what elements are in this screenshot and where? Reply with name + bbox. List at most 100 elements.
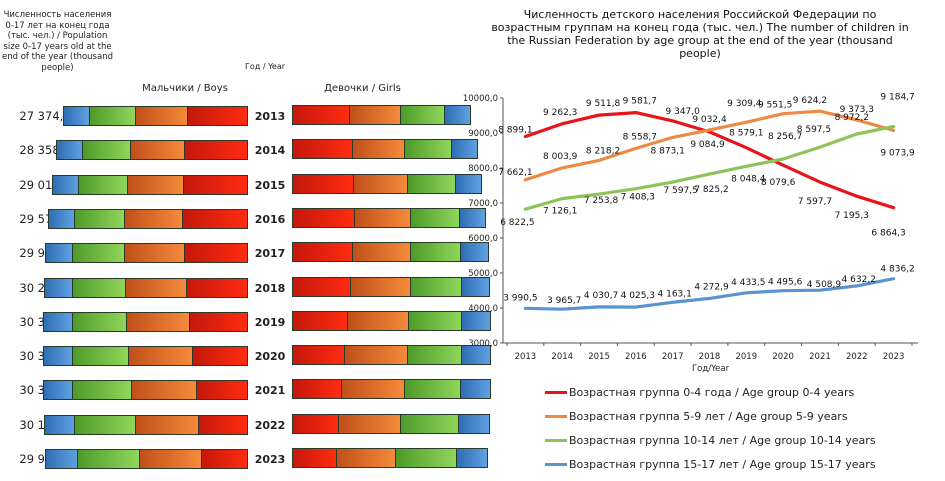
- boys-bar: [45, 449, 248, 469]
- data-label: 7 825,2: [694, 185, 728, 195]
- boys-seg-10-14: [73, 243, 125, 264]
- boys-seg-5-9: [131, 380, 197, 401]
- data-label: 6 864,3: [871, 229, 905, 239]
- row-year: 2021: [254, 384, 286, 398]
- data-label: 9 262,3: [543, 108, 577, 118]
- data-label: 7 597,7: [798, 197, 832, 207]
- girls-seg-0-4: [292, 379, 342, 400]
- data-label: 7 408,3: [621, 193, 655, 203]
- girls-seg-0-4: [292, 413, 340, 434]
- girls-seg-10-14: [407, 345, 462, 366]
- data-label: 3 965,7: [547, 296, 581, 306]
- x-axis-label: Год/Year: [692, 364, 730, 374]
- boys-seg-10-14: [75, 208, 126, 229]
- chart-title: Численность детского населения Российско…: [491, 8, 909, 60]
- boys-seg-5-9: [128, 346, 194, 367]
- girls-seg-0-4: [292, 139, 353, 160]
- legend-label: Возрастная группа 10-14 лет / Age group …: [569, 433, 876, 447]
- data-label: 9 373,3: [840, 105, 874, 115]
- boys-seg-15-17: [43, 277, 73, 298]
- x-tick-label: 2018: [699, 352, 721, 362]
- data-label: 8 597,5: [797, 125, 831, 135]
- boys-seg-5-9: [125, 208, 184, 229]
- boys-seg-10-14: [78, 449, 141, 469]
- y-tick-label: 6000,0: [468, 234, 498, 244]
- legend-swatch: [545, 390, 567, 394]
- boys-seg-5-9: [125, 277, 187, 298]
- girls-seg-15-17: [461, 345, 492, 366]
- boys-seg-15-17: [44, 414, 76, 435]
- girls-seg-5-9: [348, 310, 410, 331]
- data-label: 4 495,6: [768, 278, 803, 288]
- legend-swatch: [545, 438, 567, 442]
- row-year: 2016: [254, 212, 286, 226]
- girls-seg-0-4: [292, 207, 355, 228]
- girls-seg-10-14: [405, 139, 452, 160]
- boys-seg-5-9: [127, 311, 190, 332]
- boys-seg-5-9: [140, 449, 202, 469]
- girls-seg-10-14: [411, 242, 462, 263]
- girls-bar: [292, 448, 489, 468]
- boys-seg-10-14: [72, 277, 126, 298]
- boys-seg-0-4: [189, 311, 248, 332]
- data-label: 4 632,2: [842, 275, 876, 285]
- boys-seg-0-4: [201, 449, 248, 469]
- legend-item: Возрастная группа 5-9 лет / Age group 5-…: [545, 404, 876, 428]
- data-label: 7 662,1: [498, 168, 532, 178]
- boys-bar: [44, 414, 248, 435]
- girls-seg-0-4: [292, 105, 351, 125]
- data-label: 9 347,0: [666, 107, 701, 117]
- legend-swatch: [545, 462, 567, 466]
- data-label: 4 508,9: [807, 280, 842, 290]
- x-tick-label: 2013: [515, 352, 537, 362]
- boys-seg-15-17: [62, 106, 90, 126]
- girls-seg-5-9: [351, 276, 411, 297]
- data-label: 4 030,7: [584, 291, 618, 301]
- boys-seg-10-14: [72, 346, 129, 367]
- row-year: 2017: [254, 247, 286, 261]
- legend-label: Возрастная группа 5-9 лет / Age group 5-…: [569, 409, 848, 423]
- data-label: 9 084,9: [690, 140, 725, 150]
- girls-bar: [292, 310, 492, 331]
- data-label: 4 025,3: [621, 291, 655, 301]
- girls-bar: [292, 207, 486, 228]
- data-label: 9 032,4: [692, 115, 727, 125]
- boys-seg-10-14: [72, 311, 128, 332]
- girls-seg-10-14: [410, 276, 463, 297]
- boys-header: Мальчики / Boys: [142, 83, 228, 94]
- row-year: 2018: [254, 281, 286, 295]
- girls-seg-15-17: [451, 139, 478, 160]
- data-label: 9 309,4: [727, 99, 762, 109]
- x-tick-label: 2019: [735, 352, 757, 362]
- y-tick-label: 10000,0: [463, 94, 498, 104]
- boys-seg-15-17: [42, 346, 73, 367]
- boys-seg-15-17: [45, 449, 79, 469]
- boys-bar: [48, 208, 248, 229]
- x-tick-label: 2022: [846, 352, 868, 362]
- boys-seg-0-4: [186, 277, 248, 298]
- left-panel-title: Численность населения 0-17 лет на конец …: [2, 10, 113, 73]
- data-label: 8 873,1: [651, 146, 685, 156]
- legend-item: Возрастная группа 10-14 лет / Age group …: [545, 428, 876, 452]
- x-tick-label: 2016: [625, 352, 647, 362]
- data-label: 9 551,5: [758, 101, 792, 111]
- x-tick-label: 2017: [662, 352, 684, 362]
- girls-bar: [292, 345, 492, 366]
- data-label: 8 899,1: [498, 126, 532, 136]
- data-label: 8 048,4: [731, 174, 766, 184]
- data-label: 9 511,8: [586, 99, 621, 109]
- data-label: 8 972,2: [835, 113, 869, 123]
- boys-seg-5-9: [136, 106, 188, 126]
- boys-bar: [51, 174, 248, 195]
- legend-label: Возрастная группа 0-4 года / Age group 0…: [569, 385, 855, 399]
- data-label: 3 990,5: [503, 293, 537, 303]
- girls-seg-5-9: [353, 242, 412, 263]
- x-tick-label: 2015: [588, 352, 610, 362]
- girls-seg-5-9: [354, 173, 409, 194]
- x-tick-label: 2014: [551, 352, 573, 362]
- data-label: 8 218,2: [586, 146, 620, 156]
- series-line-2: [523, 124, 896, 211]
- boys-bar: [62, 106, 248, 126]
- row-year: 2013: [254, 110, 286, 123]
- girls-bar: [292, 173, 483, 194]
